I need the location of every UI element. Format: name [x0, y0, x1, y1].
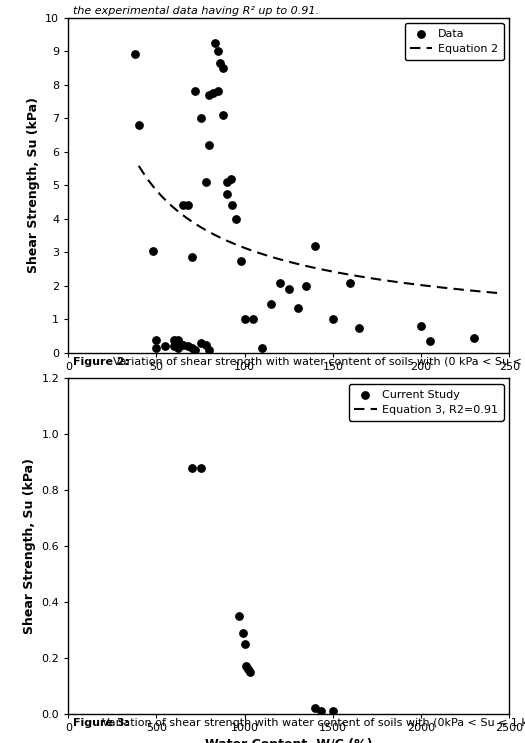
Data [470, 332, 478, 344]
Data [293, 302, 302, 314]
Data [302, 280, 311, 292]
Data [196, 112, 205, 124]
Equation 2 [179, 210, 185, 219]
Text: Variation of shear strength with water content of soils with (0 kPa < Su < 10 kP: Variation of shear strength with water c… [106, 357, 525, 367]
X-axis label: Water Content, W/C (%): Water Content, W/C (%) [205, 739, 373, 743]
Data [202, 339, 210, 351]
Data [226, 172, 235, 184]
Data [285, 283, 293, 295]
Current Study [246, 666, 254, 678]
Data [187, 251, 196, 263]
Current Study [187, 462, 196, 474]
Data [196, 337, 205, 349]
Current Study [329, 705, 337, 717]
Data [211, 37, 219, 49]
Data [173, 342, 182, 354]
Data [249, 314, 258, 325]
Data [131, 48, 140, 60]
Data [175, 337, 184, 349]
Y-axis label: Shear Strength, Su (kPa): Shear Strength, Su (kPa) [27, 97, 40, 273]
Data [426, 335, 434, 347]
Data [134, 119, 143, 131]
Legend: Current Study, Equation 3, R2=0.91: Current Study, Equation 3, R2=0.91 [349, 384, 503, 421]
Y-axis label: Shear Strength, Su (kPa): Shear Strength, Su (kPa) [23, 458, 36, 634]
Equation 2 [363, 273, 370, 282]
Data [152, 334, 161, 345]
Data [237, 255, 245, 267]
Current Study [316, 705, 324, 717]
Equation 2 [497, 289, 503, 298]
Data [187, 342, 196, 354]
Data [258, 342, 267, 354]
Data [184, 340, 192, 352]
Equation 2 [254, 247, 260, 256]
Text: Figure 2:: Figure 2: [72, 357, 129, 367]
Data [219, 109, 228, 121]
Current Study [196, 462, 205, 474]
Text: the experimental data having R² up to 0.91.: the experimental data having R² up to 0.… [72, 6, 319, 16]
Data [223, 176, 231, 188]
Data [152, 342, 161, 354]
Current Study [244, 663, 253, 675]
Data [149, 244, 157, 256]
Data [205, 344, 214, 356]
Data [205, 89, 214, 101]
Data [205, 139, 214, 151]
Data [170, 334, 178, 345]
Legend: Data, Equation 2: Data, Equation 2 [405, 23, 503, 60]
Equation 2 [397, 278, 403, 287]
Data [191, 344, 200, 356]
Data [170, 340, 178, 352]
Data [355, 322, 363, 334]
Text: Figure 3:: Figure 3: [72, 718, 129, 727]
Data [214, 45, 223, 57]
Data [178, 199, 187, 211]
Data [276, 276, 284, 288]
Data [417, 320, 425, 332]
Data [202, 176, 210, 188]
Data [232, 213, 240, 225]
Data [214, 85, 223, 97]
Data [209, 87, 217, 99]
Data [161, 340, 170, 352]
Data [178, 339, 187, 351]
Data [191, 85, 200, 97]
Current Study [235, 610, 244, 622]
Data [173, 334, 182, 345]
Data [219, 62, 228, 74]
Data [311, 240, 319, 252]
Equation 2 [135, 161, 142, 170]
Data [267, 299, 275, 311]
Data [329, 314, 337, 325]
Data [216, 57, 224, 69]
Data [346, 276, 355, 288]
Text: Variation of shear strength with water content of soils with (0kPa < Su < 1 kPa): Variation of shear strength with water c… [102, 718, 525, 727]
Data [240, 314, 249, 325]
Data [184, 199, 192, 211]
Current Study [240, 638, 249, 650]
Line: Equation 2: Equation 2 [139, 166, 500, 293]
Data [223, 188, 231, 200]
Current Study [239, 627, 247, 639]
Data [228, 199, 236, 211]
Current Study [311, 702, 319, 714]
Equation 2 [398, 278, 405, 287]
Current Study [242, 661, 250, 672]
X-axis label: Water Content, W/C (%): Water Content, W/C (%) [205, 377, 373, 391]
Equation 2 [279, 256, 285, 265]
